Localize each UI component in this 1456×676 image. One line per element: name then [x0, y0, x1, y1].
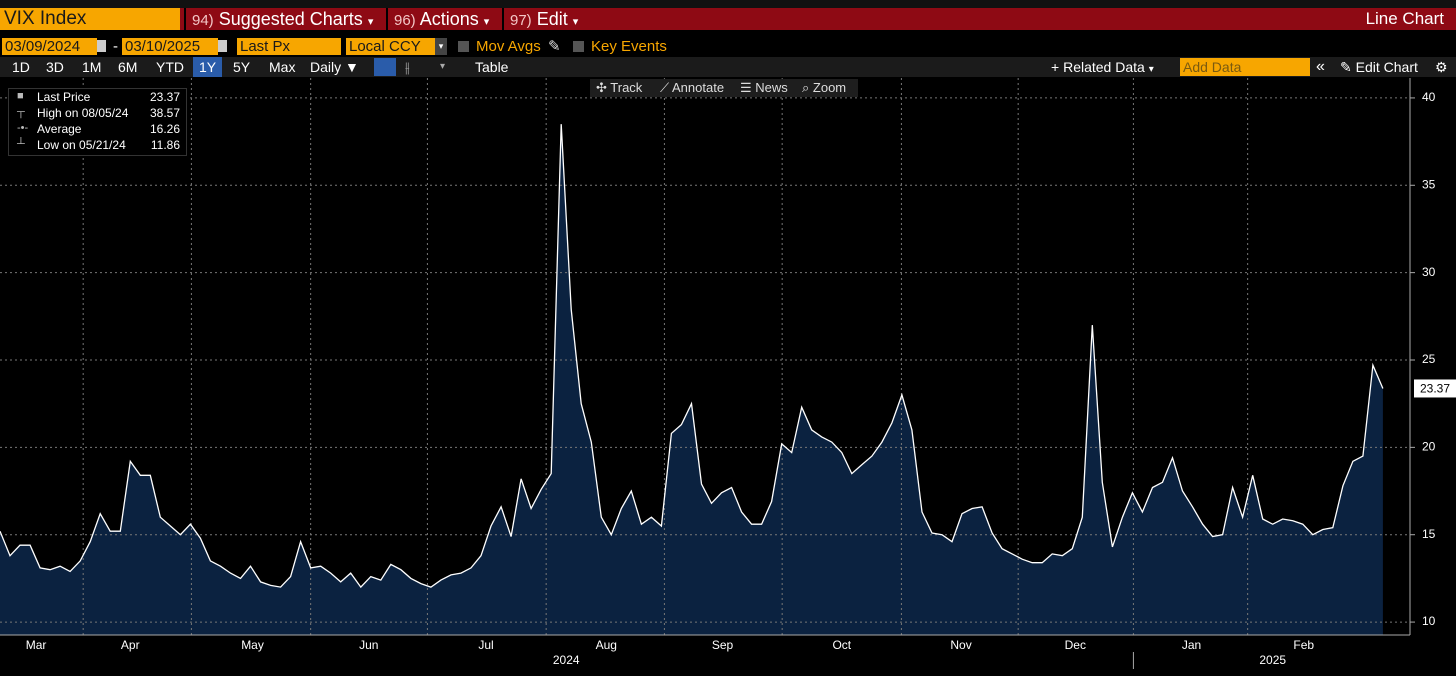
line — [0, 124, 1384, 589]
last-value-box — [1414, 379, 1456, 398]
legend-symbol: -•- — [17, 122, 29, 134]
legend-symbol: ┬ — [17, 106, 25, 118]
end-date[interactable]: 03/10/2025 — [122, 38, 218, 55]
x-tick-label: Feb — [1293, 638, 1314, 652]
x-tick-label: Jan — [1182, 638, 1201, 652]
frequency[interactable]: Daily ▼ — [310, 59, 359, 75]
menu-label: Suggested Charts — [218, 9, 363, 29]
start-date[interactable]: 03/09/2024 — [2, 38, 97, 55]
chart-tools: ✣ Track ⟋ Annotate ☰ News ⌕ Zoom — [590, 79, 858, 97]
menu-bar — [0, 8, 1456, 30]
add-data[interactable]: Add Data — [1180, 58, 1310, 76]
menu-num: 94) — [192, 12, 214, 29]
y-tick-label: 10 — [1422, 614, 1436, 628]
tool[interactable]: ☰ News — [740, 80, 788, 95]
period-button[interactable]: 3D — [46, 59, 64, 75]
related-data[interactable]: + Related Data ▾ — [1051, 59, 1154, 75]
field-select[interactable]: Last Px — [237, 38, 341, 55]
y-tick-label: 25 — [1422, 352, 1436, 366]
collapse[interactable]: « — [1316, 58, 1325, 75]
period-button[interactable]: Max — [269, 59, 296, 75]
year-label: 2025 — [1259, 653, 1286, 667]
year-label: 2024 — [553, 653, 580, 667]
tool-label: Track — [610, 80, 643, 95]
x-tick-label: Sep — [712, 638, 734, 652]
legend-value: 23.37 — [149, 90, 180, 104]
key-events[interactable]: Key Events — [591, 38, 667, 55]
y-tick-label: 35 — [1422, 177, 1436, 191]
edit-chart[interactable]: ✎ Edit Chart — [1340, 59, 1418, 75]
x-tick-label: Aug — [596, 638, 617, 652]
checkbox[interactable] — [458, 41, 469, 52]
y-tick-label: 15 — [1422, 527, 1436, 541]
last-value-label: 23.37 — [1420, 382, 1450, 396]
menu-item[interactable]: 97) Edit ▾ — [502, 8, 578, 30]
x-tick-label: Mar — [26, 638, 47, 652]
legend-symbol: ┴ — [17, 138, 25, 150]
legend-value: 16.26 — [149, 122, 180, 136]
tool[interactable]: ✣ Track — [596, 80, 643, 95]
tool[interactable]: ⟋ Annotate — [660, 80, 725, 95]
frequency-label: Daily — [310, 59, 342, 75]
toolbar — [0, 57, 1456, 77]
top-strip — [0, 0, 1456, 8]
calendar-icon[interactable] — [218, 40, 227, 52]
menu-num: 96) — [394, 12, 416, 29]
legend-label: High on 08/05/24 — [37, 106, 129, 120]
y-tick-label: 20 — [1422, 440, 1436, 454]
period-button[interactable]: 5Y — [233, 59, 251, 75]
legend-label: Low on 05/21/24 — [37, 138, 126, 152]
legend-label: Average — [37, 122, 82, 136]
legend-value: 38.57 — [149, 106, 180, 120]
checkbox[interactable] — [573, 41, 584, 52]
tool-label: Zoom — [812, 80, 847, 95]
legend-label: Last Price — [37, 90, 91, 104]
x-tick-label: Apr — [121, 638, 140, 652]
table-button[interactable]: Table — [475, 59, 509, 75]
tool-label: News — [755, 80, 788, 95]
mov-avgs[interactable]: Mov Avgs — [476, 38, 541, 55]
period-button[interactable]: 1Y — [193, 57, 223, 77]
dash: - — [113, 38, 118, 55]
x-tick-label: Oct — [832, 638, 851, 652]
period-button[interactable]: 1D — [12, 59, 30, 75]
menu-item[interactable]: 96) Actions ▾ — [386, 8, 489, 30]
dropdown-arrow[interactable]: ▾ — [435, 38, 447, 55]
bar-icon[interactable]: ⫲ — [405, 59, 410, 75]
x-tick-label: May — [241, 638, 264, 652]
x-tick-label: Jul — [478, 638, 493, 652]
legend-symbol: ■ — [17, 90, 24, 102]
security-field[interactable]: VIX Index — [0, 8, 180, 30]
legend-value: 11.86 — [150, 138, 180, 152]
x-tick-label: Nov — [950, 638, 971, 652]
period-button[interactable]: 6M — [118, 59, 138, 75]
area — [0, 124, 1383, 635]
period-button[interactable]: YTD — [156, 59, 184, 75]
line-icon[interactable] — [374, 58, 396, 76]
edit-chart-label: Edit Chart — [1355, 59, 1418, 75]
calendar-icon[interactable] — [97, 40, 106, 52]
currency-select[interactable]: Local CCY — [346, 38, 436, 55]
y-tick-label: 30 — [1422, 265, 1436, 279]
x-tick-label: Jun — [359, 638, 378, 652]
y-tick-label: 40 — [1422, 90, 1436, 104]
menu-label: Actions — [419, 9, 479, 29]
related-data-label: Related Data — [1063, 59, 1145, 75]
menu-num: 97) — [510, 12, 532, 29]
legend: ■ Last Price 23.37 ┬ High on 08/05/24 38.57 -•… — [8, 88, 187, 156]
period-button[interactable]: 1M — [82, 59, 102, 75]
tool[interactable]: ⌕ Zoom — [802, 80, 847, 95]
view-label: Line Chart — [1365, 9, 1444, 28]
menu-label: Edit — [536, 9, 568, 29]
x-tick-label: Dec — [1065, 638, 1086, 652]
tool-label: Annotate — [672, 80, 725, 95]
pencil-icon[interactable]: ✎ — [548, 38, 561, 55]
menu-item[interactable]: 94) Suggested Charts ▾ — [184, 8, 373, 30]
dropdown-arrow[interactable]: ▾ — [440, 61, 446, 72]
settings-icon[interactable]: ⚙ — [1435, 59, 1448, 75]
